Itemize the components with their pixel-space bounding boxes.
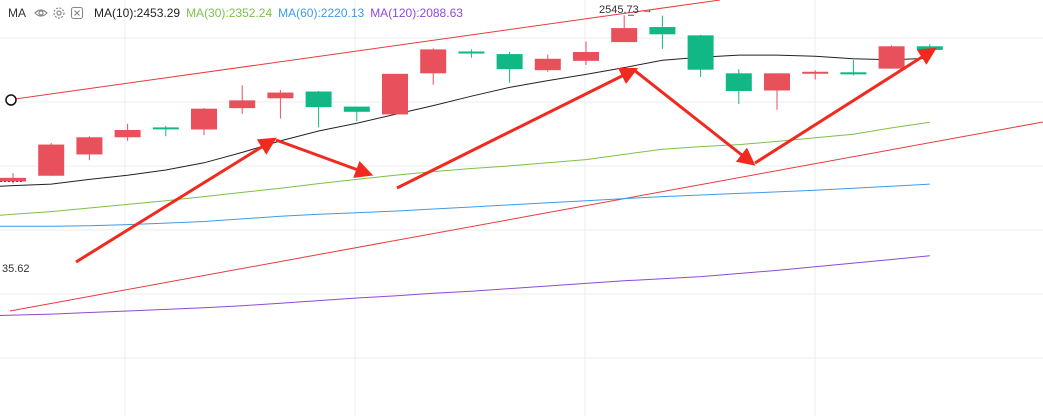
channel-lower-line (9, 121, 1043, 312)
trend-arrow (275, 138, 374, 178)
ma120-line (0, 255, 930, 316)
ma120-legend: MA(120):2088.63 (370, 6, 463, 20)
candle (802, 70, 829, 80)
chart-overlays (0, 14, 634, 182)
candle-body (0, 177, 26, 182)
candle (38, 143, 65, 176)
candle (496, 52, 523, 83)
candle (878, 45, 905, 69)
moving-average-lines (0, 54, 930, 316)
candle (573, 41, 599, 65)
candle-body (114, 130, 141, 138)
candle (725, 69, 752, 104)
candle-body (229, 100, 256, 109)
candle (267, 89, 294, 119)
candle-body (840, 72, 867, 75)
candle-body (38, 144, 65, 176)
candle (152, 125, 179, 137)
candle-body (611, 28, 638, 43)
candle-body (687, 35, 714, 70)
candle-body (76, 137, 103, 155)
candle (611, 15, 638, 43)
candle-body (496, 54, 523, 70)
anchor-handle (5, 94, 17, 106)
trend-channel (7, 0, 1043, 312)
ma60-legend: MA(60):2220.13 (278, 6, 365, 20)
candle (114, 123, 141, 141)
trend-arrow (396, 67, 639, 190)
ma10-legend: MA(10):2453.29 (94, 6, 181, 20)
settings-gear-icon[interactable] (52, 6, 66, 20)
ma30-legend: MA(30):2352.24 (186, 6, 273, 20)
candle-body (725, 73, 752, 91)
candle-body (802, 71, 829, 74)
candle-body (420, 49, 447, 74)
ma30-line (0, 121, 930, 216)
candle-body (649, 27, 676, 35)
candle-body (191, 108, 217, 130)
high-price-label: 2545.73 → (599, 4, 653, 16)
candle-body (305, 91, 332, 108)
candle (420, 48, 447, 85)
candle-body (878, 46, 905, 69)
candle (0, 173, 26, 184)
candle-body (534, 58, 561, 71)
candle (687, 34, 714, 77)
ma60-line (0, 183, 930, 227)
candle-body (916, 46, 943, 50)
candle (229, 85, 256, 114)
candle-body (382, 73, 408, 115)
candle-body (343, 106, 370, 112)
candle (343, 106, 370, 122)
visibility-eye-icon[interactable] (34, 6, 48, 20)
candle (305, 91, 332, 128)
candle (840, 59, 867, 76)
ma10-line (0, 54, 930, 187)
candles (0, 15, 943, 184)
indicator-name: MA (8, 6, 26, 20)
trend-arrow (633, 68, 756, 166)
annotation-arrows (75, 47, 937, 264)
candle-body (267, 92, 294, 99)
candle (76, 136, 103, 161)
candle (916, 44, 943, 51)
indicator-legend: MA MA(10):2453.29 MA(30):2352.24 MA(60):… (8, 4, 463, 22)
candle (382, 73, 408, 115)
candle-body (458, 51, 485, 54)
candle-body (152, 127, 179, 130)
candle (191, 108, 217, 136)
trend-arrow (754, 47, 937, 165)
candle-body (764, 73, 790, 91)
candle (649, 15, 676, 49)
candle-body (573, 52, 599, 61)
close-icon[interactable] (70, 6, 84, 20)
channel-upper-line (7, 0, 721, 101)
candle (534, 54, 561, 72)
trend-arrow (75, 137, 277, 264)
low-price-label: 35.62 (2, 263, 30, 275)
candle (764, 73, 790, 110)
candle (458, 49, 485, 58)
